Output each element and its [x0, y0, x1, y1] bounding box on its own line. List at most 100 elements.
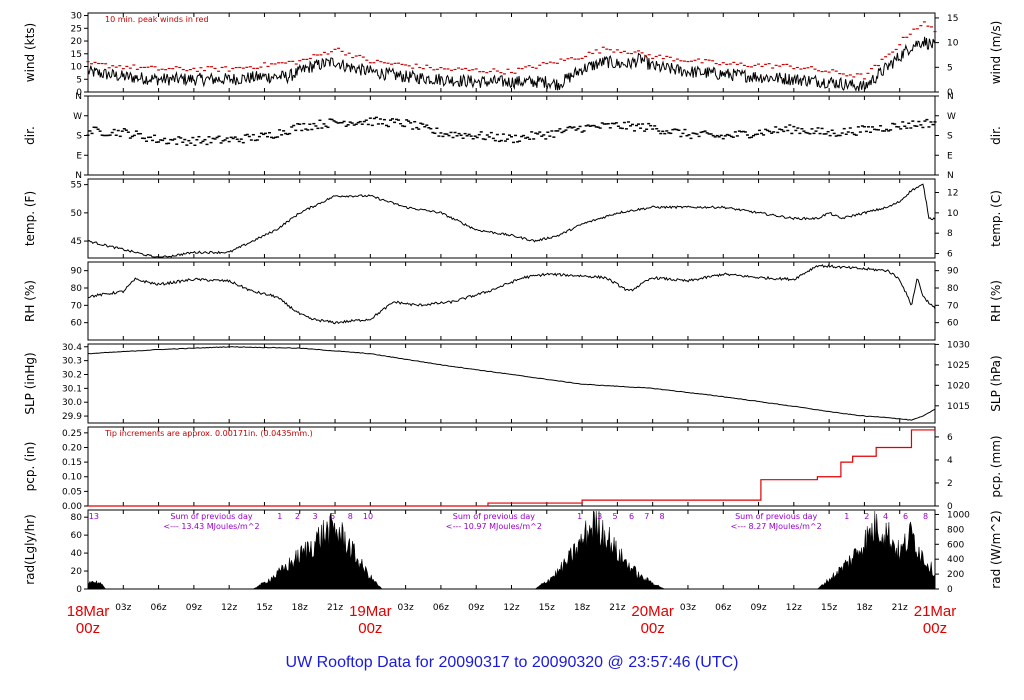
y-tick-label-right: 80	[947, 284, 959, 294]
panel-frame-pcp	[87, 426, 936, 507]
y-tick-label-right: 0	[947, 88, 953, 98]
y-tick-label-right: 90	[947, 267, 959, 277]
dir-tick-label-right: N	[947, 92, 954, 102]
y-tick-label: 0.05	[62, 487, 82, 497]
y-tick-label-right: 1020	[947, 381, 970, 391]
rh-line	[87, 264, 936, 325]
day-label-time: 00z	[358, 620, 382, 637]
y-tick-label: 30.4	[62, 343, 82, 353]
hour-tick-label: 03z	[398, 603, 414, 613]
solar-hour-mark: 8	[923, 512, 928, 521]
hour-tick-label: 09z	[186, 603, 202, 613]
solar-hour-mark: 8	[348, 512, 353, 521]
y-tick-label-right: 4	[947, 456, 953, 466]
solar-sum-title: Sum of previous day	[170, 512, 252, 521]
solar-hour-mark: 3	[597, 512, 602, 521]
solar-hour-mark: 5	[330, 512, 335, 521]
peak-wind-marks	[86, 21, 937, 80]
left-axis-label-rad: rad(Lgly/hr)	[23, 514, 37, 585]
chart-footer-title: UW Rooftop Data for 20090317 to 20090320…	[286, 654, 739, 671]
solar-sum-value: <--- 10.97 MJoules/m^2	[446, 522, 542, 531]
solar-hour-mark: 6	[629, 512, 634, 521]
hour-tick-label: 03z	[680, 603, 696, 613]
day-label-date: 20Mar	[631, 603, 674, 620]
hour-tick-label: 21z	[327, 603, 343, 613]
y-tick-label-right: 8	[947, 229, 953, 239]
left-axis-label-wind: wind (kts)	[23, 23, 37, 82]
y-tick-label-right: 10	[947, 39, 959, 49]
day-label-time: 00z	[923, 620, 947, 637]
day-label-time: 00z	[76, 620, 100, 637]
solar-hour-mark: 1	[277, 512, 282, 521]
y-tick-label: 25	[71, 24, 82, 34]
y-tick-label: 30.2	[62, 370, 82, 380]
left-axis-label-temp: temp. (F)	[23, 191, 37, 246]
y-tick-label: 30	[71, 12, 83, 22]
dir-tick-label: W	[73, 112, 82, 122]
left-axis-label-rh: RH (%)	[23, 280, 37, 322]
right-axis-label-wind: wind (m/s)	[989, 21, 1003, 85]
y-tick-label-right: 1000	[947, 510, 970, 520]
solar-hour-mark: 8	[660, 512, 665, 521]
hour-tick-label: 15z	[256, 603, 272, 613]
y-tick-label-right: 12	[947, 189, 958, 199]
hour-tick-label: 15z	[539, 603, 555, 613]
hour-tick-label: 18z	[292, 603, 308, 613]
y-tick-label-right: 1025	[947, 361, 970, 371]
hour-tick-label: 15z	[821, 603, 837, 613]
dir-tick-label-right: W	[947, 112, 956, 122]
hour-tick-label: 18z	[856, 603, 872, 613]
hour-tick-label: 03z	[115, 603, 131, 613]
y-tick-label: 0	[76, 88, 82, 98]
radiation-area	[87, 510, 936, 590]
y-tick-label: 20	[71, 37, 83, 47]
right-axis-label-slp: SLP (hPa)	[989, 355, 1003, 411]
solar-hour-mark: 5	[612, 512, 617, 521]
panel-frame-rh	[87, 261, 936, 341]
dir-tick-label-right: S	[947, 132, 953, 142]
panel-frame-dir	[87, 95, 936, 176]
y-tick-label-right: 6	[947, 433, 953, 443]
day-label-date: 19Mar	[349, 603, 392, 620]
right-axis-label-rad: rad (W/m^2)	[989, 510, 1003, 588]
y-tick-label-right: 400	[947, 555, 964, 565]
hour-tick-label: 12z	[786, 603, 802, 613]
hour-tick-label: 09z	[468, 603, 484, 613]
precip-note: Tip increments are approx. 0.00171in. (0…	[104, 429, 313, 438]
y-tick-label: 10	[71, 63, 83, 73]
y-tick-label: 55	[71, 181, 82, 191]
solar-sum-value: <--- 13.43 MJoules/m^2	[163, 522, 259, 531]
y-tick-label: 29.9	[62, 412, 82, 422]
precip-line	[88, 429, 935, 507]
solar-hour-mark: 10	[363, 512, 373, 521]
slp-line	[87, 346, 936, 421]
y-tick-label-right: 6	[947, 250, 953, 260]
hour-tick-label: 09z	[750, 603, 766, 613]
solar-sum-value: <--- 8.27 MJoules/m^2	[731, 522, 822, 531]
hour-tick-label: 18z	[574, 603, 590, 613]
y-tick-label-right: 10	[947, 209, 959, 219]
y-tick-label: 60	[71, 531, 83, 541]
y-tick-label: 30.1	[62, 384, 82, 394]
y-tick-label: 0.20	[62, 443, 82, 453]
y-tick-label: 0.15	[62, 458, 82, 468]
y-tick-label-right: 1030	[947, 340, 970, 350]
day-label-date: 21Mar	[914, 603, 957, 620]
y-tick-label: 70	[71, 301, 83, 311]
y-tick-label: 30.0	[62, 398, 82, 408]
right-axis-label-temp: temp. (C)	[989, 190, 1003, 247]
temperature-line	[87, 183, 936, 258]
y-tick-label: 20	[71, 567, 83, 577]
right-axis-label-rh: RH (%)	[989, 280, 1003, 322]
solar-sum-title: Sum of previous day	[453, 512, 535, 521]
dir-tick-label: E	[76, 151, 82, 161]
y-tick-label: 80	[71, 513, 83, 523]
dir-tick-label: N	[75, 92, 82, 102]
wind-note: 10 min. peak winds in red	[105, 15, 209, 24]
solar-hour-mark: 7	[644, 512, 649, 521]
solar-hour-mark: 1	[844, 512, 849, 521]
y-tick-label-right: 200	[947, 570, 964, 580]
y-tick-label-right: 15	[947, 14, 958, 24]
solar-hour-mark: 6	[903, 512, 908, 521]
